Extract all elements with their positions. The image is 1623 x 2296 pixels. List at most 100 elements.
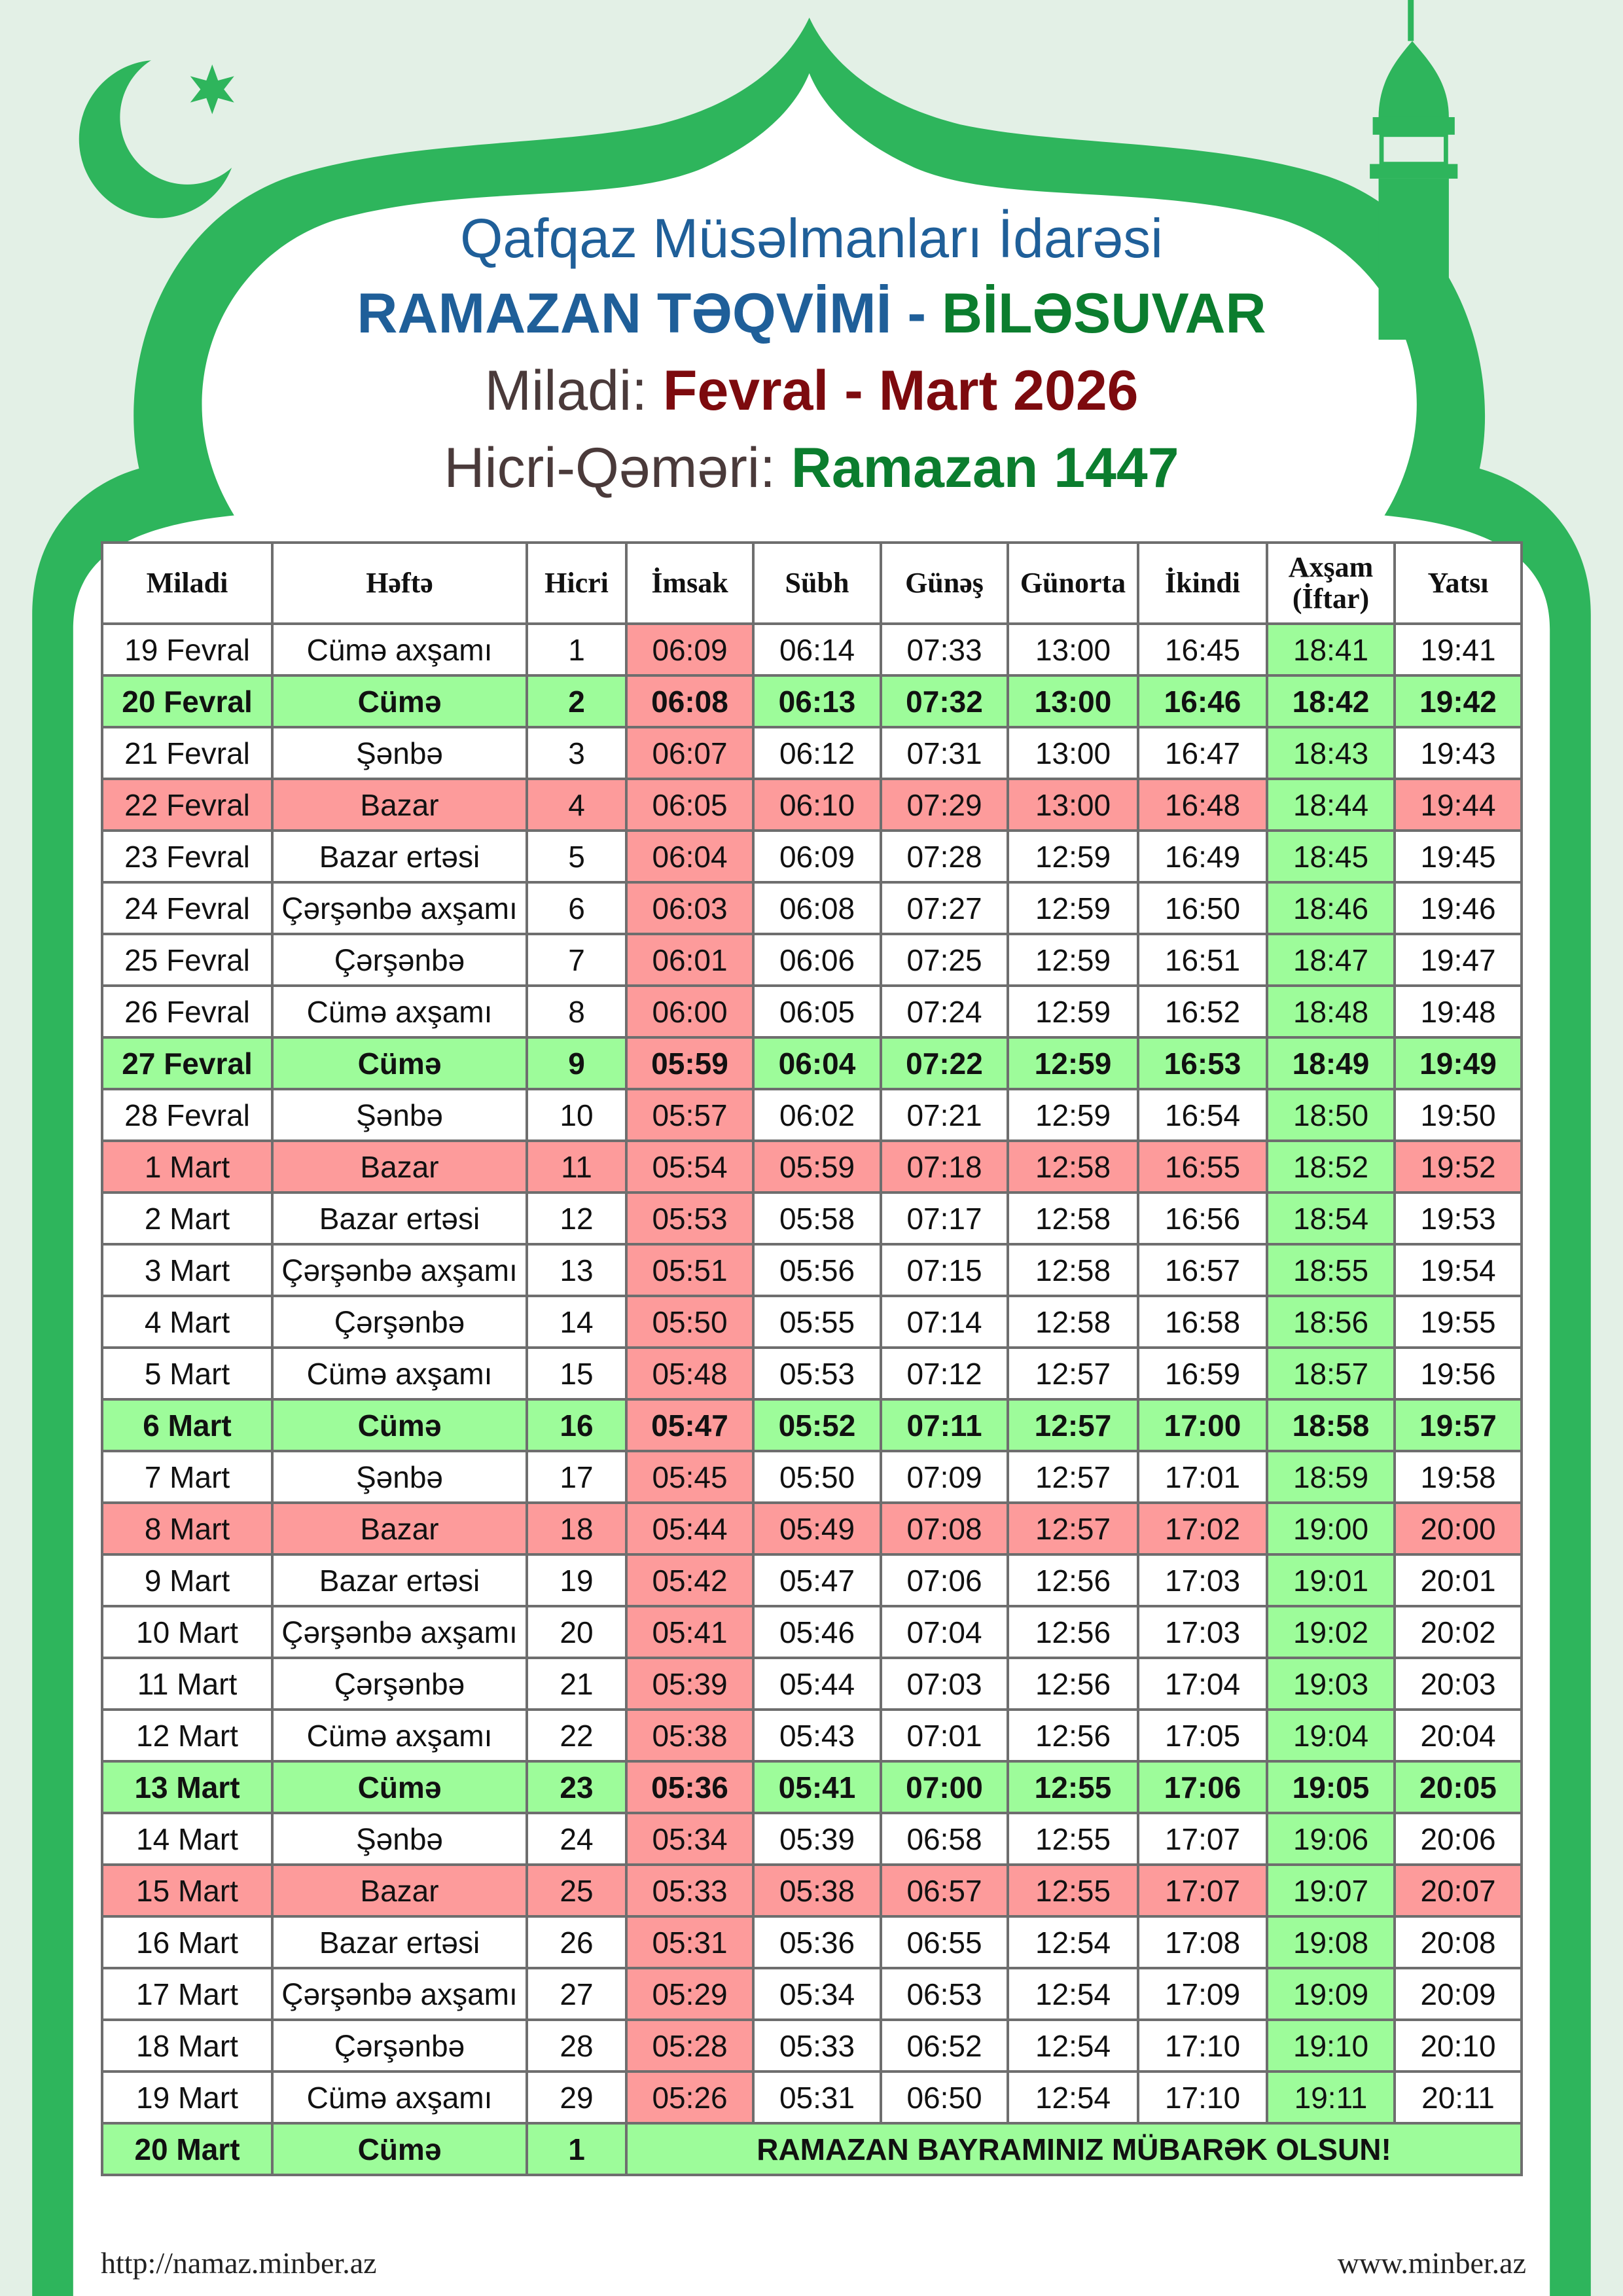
table-cell: 17:05 xyxy=(1137,1708,1268,1763)
table-cell: 13 xyxy=(526,1243,628,1297)
table-cell: 19:10 xyxy=(1266,2018,1396,2073)
table-cell: 05:47 xyxy=(625,1398,755,1452)
hijri-period: Hicri-Qəməri: Ramazan 1447 xyxy=(0,437,1623,499)
table-cell: 14 xyxy=(526,1295,628,1349)
table-cell: 05:31 xyxy=(752,2070,882,2125)
table-cell: 06:09 xyxy=(752,829,882,884)
table-cell: 19 Fevral xyxy=(101,622,274,677)
table-cell: 05:53 xyxy=(752,1346,882,1401)
column-header: Yatsı xyxy=(1393,541,1523,625)
footer-url-right[interactable]: www.minber.az xyxy=(1337,2246,1526,2280)
table-cell: 05:56 xyxy=(752,1243,882,1297)
table-cell: Şənbə xyxy=(271,1812,528,1866)
table-cell: 17:10 xyxy=(1137,2070,1268,2125)
table-cell: 29 xyxy=(526,2070,628,2125)
table-cell: 9 Mart xyxy=(101,1553,274,1607)
table-cell: 19:53 xyxy=(1393,1191,1523,1246)
table-row: 20 Fevral Cümə 2 06:08 06:13 07:32 13:00 16:46 1… xyxy=(101,674,1523,728)
table-cell: Çərşənbə xyxy=(271,1657,528,1711)
table-cell: 4 Mart xyxy=(101,1295,274,1349)
table-cell: 16:57 xyxy=(1137,1243,1268,1297)
table-cell: 06:05 xyxy=(752,984,882,1039)
table-cell: 16:45 xyxy=(1137,622,1268,677)
table-cell: Bazar xyxy=(271,1501,528,1556)
table-cell: 06:10 xyxy=(752,778,882,832)
table-cell: 19:05 xyxy=(1266,1760,1396,1814)
hicri-label: Hicri-Qəməri: xyxy=(444,437,791,499)
table-cell: Çərşənbə axşamı xyxy=(271,881,528,935)
table-cell: 07:24 xyxy=(880,984,1009,1039)
table-cell: Cümə xyxy=(271,1760,528,1814)
miladi-value: Fevral - Mart 2026 xyxy=(662,359,1139,422)
table-cell: 19:07 xyxy=(1266,1863,1396,1918)
table-cell: 20:05 xyxy=(1393,1760,1523,1814)
minaret-icon xyxy=(1370,0,1458,340)
table-cell: Cümə axşamı xyxy=(271,2070,528,2125)
table-cell: 05:38 xyxy=(625,1708,755,1763)
eid-greeting: RAMAZAN BAYRAMINIZ MÜBARƏK OLSUN! xyxy=(625,2122,1523,2176)
table-cell: 27 Fevral xyxy=(101,1036,274,1090)
table-row: 19 Mart Cümə axşamı 29 05:26 05:31 06:50 12:54… xyxy=(101,2070,1523,2125)
table-cell: 8 xyxy=(526,984,628,1039)
table-cell: 18:49 xyxy=(1266,1036,1396,1090)
table-row: 12 Mart Cümə axşamı 22 05:38 05:43 07:01 12:56… xyxy=(101,1708,1523,1763)
table-cell: 20:08 xyxy=(1393,1915,1523,1969)
table-cell: Cümə axşamı xyxy=(271,1346,528,1401)
table-cell: 12:59 xyxy=(1007,933,1139,987)
table-cell: 19:01 xyxy=(1266,1553,1396,1607)
table-cell: 12:57 xyxy=(1007,1398,1139,1452)
table-cell: 06:13 xyxy=(752,674,882,728)
table-cell: 05:59 xyxy=(625,1036,755,1090)
table-cell: 20 xyxy=(526,1605,628,1659)
table-cell: 05:49 xyxy=(752,1501,882,1556)
table-cell: 11 Mart xyxy=(101,1657,274,1711)
table-cell: 05:50 xyxy=(625,1295,755,1349)
table-cell: 12:57 xyxy=(1007,1450,1139,1504)
table-cell: 6 xyxy=(526,881,628,935)
table-cell: 07:01 xyxy=(880,1708,1009,1763)
table-row: 19 Fevral Cümə axşamı 1 06:09 06:14 07:33 13:0… xyxy=(101,622,1523,677)
table-cell: 20:09 xyxy=(1393,1967,1523,2021)
table-cell: 20:03 xyxy=(1393,1657,1523,1711)
table-cell: 05:29 xyxy=(625,1967,755,2021)
table-cell: 10 Mart xyxy=(101,1605,274,1659)
table-cell: 12:58 xyxy=(1007,1295,1139,1349)
table-cell: 05:41 xyxy=(752,1760,882,1814)
table-cell: Şənbə xyxy=(271,1450,528,1504)
table-cell: 05:42 xyxy=(625,1553,755,1607)
table-cell: 12:56 xyxy=(1007,1553,1139,1607)
table-cell: 20:04 xyxy=(1393,1708,1523,1763)
table-cell: 05:33 xyxy=(625,1863,755,1918)
table-cell: 07:06 xyxy=(880,1553,1009,1607)
table-cell: 12:54 xyxy=(1007,2018,1139,2073)
table-cell: 19:49 xyxy=(1393,1036,1523,1090)
table-cell: 07:29 xyxy=(880,778,1009,832)
table-row: 11 Mart Çərşənbə 21 05:39 05:44 07:03 12:56 17:… xyxy=(101,1657,1523,1711)
column-header: Sübh xyxy=(752,541,882,625)
table-cell: 05:41 xyxy=(625,1605,755,1659)
table-cell: 06:09 xyxy=(625,622,755,677)
table-cell: 26 xyxy=(526,1915,628,1969)
table-cell: 06:04 xyxy=(752,1036,882,1090)
calendar-title: RAMAZAN TƏQVİMİ - BİLƏSUVAR xyxy=(0,283,1623,345)
table-cell: 16:53 xyxy=(1137,1036,1268,1090)
table-cell: 18:55 xyxy=(1266,1243,1396,1297)
table-cell: 19:45 xyxy=(1393,829,1523,884)
table-cell: 05:50 xyxy=(752,1450,882,1504)
gregorian-period: Miladi: Fevral - Mart 2026 xyxy=(0,360,1623,422)
table-cell: Cümə xyxy=(271,674,528,728)
table-cell: 16:47 xyxy=(1137,726,1268,780)
table-cell: 20:11 xyxy=(1393,2070,1523,2125)
column-header: Günorta xyxy=(1007,541,1139,625)
table-cell: 07:33 xyxy=(880,622,1009,677)
table-row: 18 Mart Çərşənbə 28 05:28 05:33 06:52 12:54 17:… xyxy=(101,2018,1523,2073)
table-cell: 17:01 xyxy=(1137,1450,1268,1504)
table-cell: 12:59 xyxy=(1007,1036,1139,1090)
table-cell: Bazar ertəsi xyxy=(271,1915,528,1969)
table-cell: 05:34 xyxy=(625,1812,755,1866)
table-cell: 12:56 xyxy=(1007,1657,1139,1711)
table-cell: 17:09 xyxy=(1137,1967,1268,2021)
table-cell: 20 Mart xyxy=(101,2122,274,2176)
table-cell: 2 Mart xyxy=(101,1191,274,1246)
footer-url-left[interactable]: http://namaz.minber.az xyxy=(101,2246,377,2280)
